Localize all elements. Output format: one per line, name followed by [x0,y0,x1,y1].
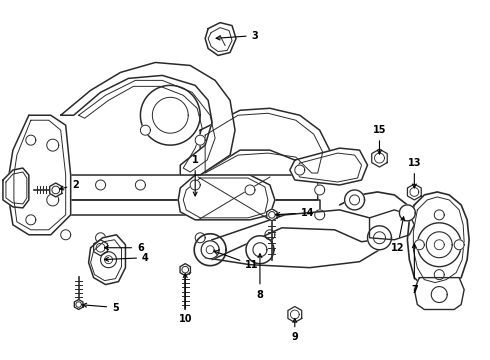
Polygon shape [295,165,305,175]
Polygon shape [180,264,191,276]
Polygon shape [434,240,444,250]
Text: 15: 15 [373,125,386,154]
Polygon shape [205,23,236,55]
Polygon shape [29,200,319,215]
Polygon shape [96,243,105,252]
Polygon shape [206,246,214,254]
Polygon shape [415,278,464,310]
Polygon shape [372,149,387,167]
Polygon shape [373,232,386,244]
Polygon shape [315,185,325,195]
Polygon shape [94,240,107,256]
Polygon shape [89,235,125,285]
Polygon shape [9,115,71,235]
Polygon shape [152,97,188,133]
Text: 2: 2 [60,180,79,190]
Polygon shape [374,153,385,163]
Polygon shape [410,188,419,196]
Polygon shape [431,287,447,302]
Polygon shape [291,310,299,319]
Text: 4: 4 [104,253,149,263]
Polygon shape [3,168,29,208]
Polygon shape [135,180,146,190]
Text: 10: 10 [178,274,192,324]
Polygon shape [61,62,235,175]
Polygon shape [454,240,464,250]
Text: 3: 3 [216,31,258,41]
Text: 6: 6 [104,243,144,253]
Polygon shape [104,256,113,264]
Text: 14: 14 [276,208,315,218]
Polygon shape [201,241,219,259]
Polygon shape [288,306,302,323]
Polygon shape [194,234,226,266]
Polygon shape [96,180,105,190]
Polygon shape [399,205,416,221]
Polygon shape [47,194,59,206]
Polygon shape [253,243,267,257]
Polygon shape [141,125,150,135]
Polygon shape [141,85,200,145]
Polygon shape [195,135,205,145]
Polygon shape [417,223,461,267]
Polygon shape [267,209,277,221]
Polygon shape [426,232,452,258]
Text: 9: 9 [292,319,298,342]
Polygon shape [190,180,200,190]
Polygon shape [96,233,105,243]
Polygon shape [245,185,255,195]
Polygon shape [49,183,62,197]
Polygon shape [195,233,205,243]
Polygon shape [415,240,424,250]
Polygon shape [315,210,325,220]
Polygon shape [212,210,379,260]
Polygon shape [408,184,421,200]
Polygon shape [368,226,392,250]
Polygon shape [290,148,368,185]
Polygon shape [47,139,59,151]
Polygon shape [182,266,189,273]
Polygon shape [344,190,365,210]
Polygon shape [407,192,469,292]
Polygon shape [265,230,275,240]
Text: 13: 13 [408,158,421,188]
Polygon shape [369,210,415,240]
Polygon shape [349,195,360,205]
Polygon shape [29,175,318,200]
Polygon shape [52,186,60,194]
Text: 11: 11 [214,251,259,270]
Polygon shape [26,215,36,225]
Text: 12: 12 [391,217,405,253]
Polygon shape [26,135,36,145]
Text: 7: 7 [411,244,417,294]
Polygon shape [76,302,81,307]
Polygon shape [434,270,444,280]
Polygon shape [200,108,330,175]
Polygon shape [434,210,444,220]
Polygon shape [178,175,275,220]
Polygon shape [61,230,71,240]
Polygon shape [100,252,117,267]
Polygon shape [269,212,275,218]
Polygon shape [74,300,83,310]
Text: 8: 8 [256,254,264,300]
Polygon shape [246,236,274,264]
Text: 5: 5 [83,302,119,312]
Text: 1: 1 [192,155,198,196]
